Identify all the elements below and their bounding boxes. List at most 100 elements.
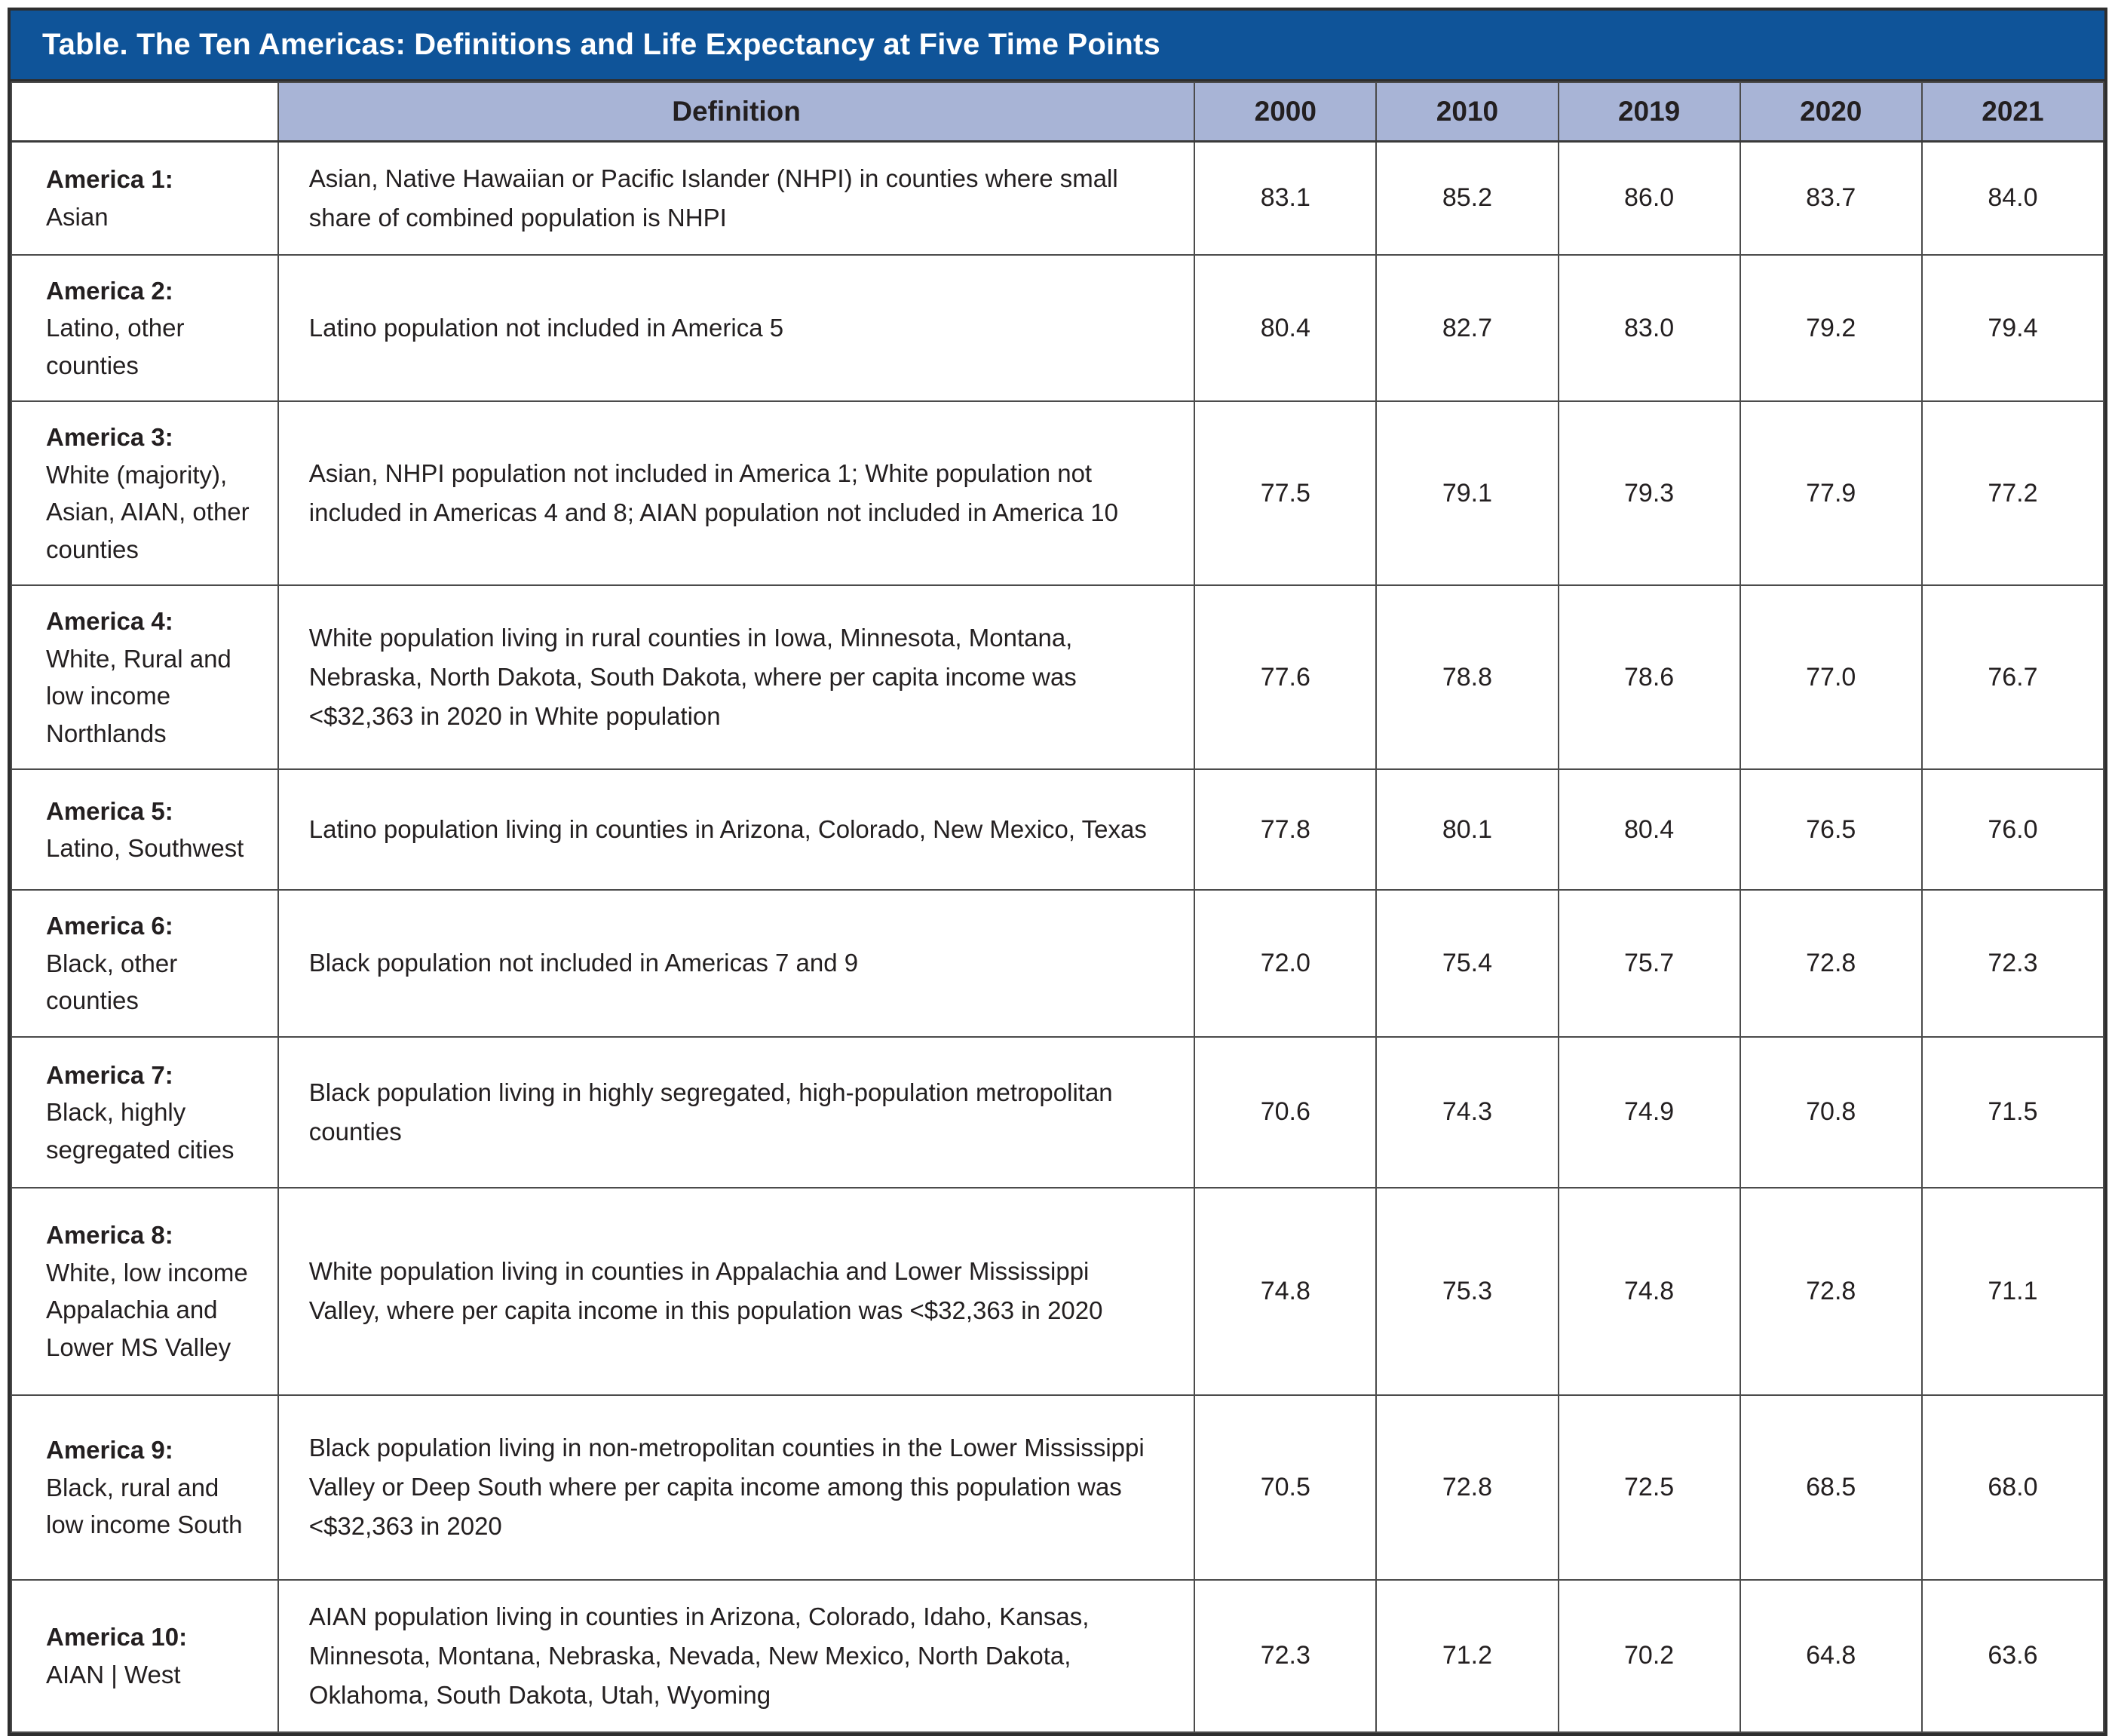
- life-expectancy-table: Definition 2000 2010 2019 2020 2021 Amer…: [11, 81, 2105, 1734]
- america-number: America 4:: [46, 607, 173, 636]
- definition-text: AIAN population living in counties in Ar…: [277, 1578, 1196, 1734]
- america-group: White, low income Appalachia and Lower M…: [46, 1258, 248, 1361]
- america-number: America 7:: [46, 1060, 173, 1089]
- america-number: America 9:: [46, 1436, 173, 1464]
- table-row-america-7: America 7: Black, highly segregated citi…: [11, 1035, 2105, 1189]
- header-definition: Definition: [277, 81, 1196, 143]
- header-corner-cell: [11, 81, 279, 143]
- value-2019: 83.0: [1557, 253, 1741, 403]
- definition-text: Black population not included in America…: [277, 889, 1196, 1038]
- value-2020: 72.8: [1739, 889, 1923, 1038]
- america-name: America 8: White, low income Appalachia …: [11, 1186, 279, 1396]
- definition-text: White population living in counties in A…: [277, 1186, 1196, 1396]
- value-2019: 80.4: [1557, 768, 1741, 891]
- value-2010: 72.8: [1375, 1394, 1559, 1581]
- value-2021: 79.4: [1920, 253, 2105, 403]
- value-2021: 76.0: [1920, 768, 2105, 891]
- value-2000: 77.6: [1194, 584, 1378, 771]
- table-row-america-4: America 4: White, Rural and low income N…: [11, 584, 2105, 771]
- definition-text: Asian, Native Hawaiian or Pacific Island…: [277, 140, 1196, 256]
- value-2010: 78.8: [1375, 584, 1559, 771]
- value-2019: 74.8: [1557, 1186, 1741, 1396]
- ten-americas-table: Table. The Ten Americas: Definitions and…: [8, 8, 2107, 1736]
- america-name: America 3: White (majority), Asian, AIAN…: [11, 400, 279, 587]
- value-2020: 79.2: [1739, 253, 1923, 403]
- america-group: Black, other counties: [46, 949, 178, 1015]
- value-2010: 75.4: [1375, 889, 1559, 1038]
- table-row-america-10: America 10: AIAN | West AIAN population …: [11, 1578, 2105, 1734]
- america-group: Latino, Southwest: [46, 834, 244, 863]
- value-2020: 72.8: [1739, 1186, 1923, 1396]
- america-number: America 3:: [46, 423, 173, 452]
- america-name: America 1: Asian: [11, 140, 279, 256]
- america-number: America 5:: [46, 796, 173, 825]
- definition-text: Latino population living in counties in …: [277, 768, 1196, 891]
- table-row-america-5: America 5: Latino, Southwest Latino popu…: [11, 768, 2105, 891]
- value-2020: 77.0: [1739, 584, 1923, 771]
- header-row: Definition 2000 2010 2019 2020 2021: [11, 81, 2105, 143]
- value-2021: 68.0: [1920, 1394, 2105, 1581]
- america-number: America 1:: [46, 165, 173, 194]
- value-2000: 80.4: [1194, 253, 1378, 403]
- america-number: America 6:: [46, 912, 173, 940]
- value-2020: 68.5: [1739, 1394, 1923, 1581]
- america-name: America 4: White, Rural and low income N…: [11, 584, 279, 771]
- value-2000: 72.0: [1194, 889, 1378, 1038]
- value-2000: 83.1: [1194, 140, 1378, 256]
- table-row-america-9: America 9: Black, rural and low income S…: [11, 1394, 2105, 1581]
- value-2019: 79.3: [1557, 400, 1741, 587]
- value-2019: 86.0: [1557, 140, 1741, 256]
- value-2010: 82.7: [1375, 253, 1559, 403]
- value-2021: 76.7: [1920, 584, 2105, 771]
- definition-text: Asian, NHPI population not included in A…: [277, 400, 1196, 587]
- value-2020: 76.5: [1739, 768, 1923, 891]
- america-group: AIAN | West: [46, 1660, 181, 1688]
- value-2019: 78.6: [1557, 584, 1741, 771]
- value-2000: 70.6: [1194, 1035, 1378, 1189]
- table-row-america-3: America 3: White (majority), Asian, AIAN…: [11, 400, 2105, 587]
- value-2019: 72.5: [1557, 1394, 1741, 1581]
- definition-text: White population living in rural countie…: [277, 584, 1196, 771]
- value-2000: 77.8: [1194, 768, 1378, 891]
- value-2021: 72.3: [1920, 889, 2105, 1038]
- value-2010: 71.2: [1375, 1578, 1559, 1734]
- value-2000: 70.5: [1194, 1394, 1378, 1581]
- table-row-america-6: America 6: Black, other counties Black p…: [11, 889, 2105, 1038]
- america-group: White (majority), Asian, AIAN, other cou…: [46, 460, 250, 563]
- header-year-2021: 2021: [1920, 81, 2105, 143]
- value-2010: 75.3: [1375, 1186, 1559, 1396]
- america-group: Black, rural and low income South: [46, 1473, 243, 1539]
- header-year-2000: 2000: [1194, 81, 1378, 143]
- header-year-2010: 2010: [1375, 81, 1559, 143]
- value-2019: 70.2: [1557, 1578, 1741, 1734]
- value-2019: 74.9: [1557, 1035, 1741, 1189]
- value-2020: 64.8: [1739, 1578, 1923, 1734]
- value-2010: 85.2: [1375, 140, 1559, 256]
- america-number: America 8:: [46, 1221, 173, 1250]
- america-name: America 7: Black, highly segregated citi…: [11, 1035, 279, 1189]
- america-name: America 2: Latino, other counties: [11, 253, 279, 403]
- definition-text: Black population living in non-metropoli…: [277, 1394, 1196, 1581]
- america-group: Black, highly segregated cities: [46, 1098, 234, 1164]
- table-row-america-2: America 2: Latino, other counties Latino…: [11, 253, 2105, 403]
- america-group: White, Rural and low income Northlands: [46, 644, 231, 747]
- america-group: Asian: [46, 202, 109, 231]
- table-row-america-1: America 1: Asian Asian, Native Hawaiian …: [11, 140, 2105, 256]
- table-row-america-8: America 8: White, low income Appalachia …: [11, 1186, 2105, 1396]
- value-2010: 80.1: [1375, 768, 1559, 891]
- value-2021: 84.0: [1920, 140, 2105, 256]
- definition-text: Black population living in highly segreg…: [277, 1035, 1196, 1189]
- america-name: America 6: Black, other counties: [11, 889, 279, 1038]
- value-2010: 74.3: [1375, 1035, 1559, 1189]
- value-2021: 77.2: [1920, 400, 2105, 587]
- america-name: America 10: AIAN | West: [11, 1578, 279, 1734]
- america-number: America 2:: [46, 276, 173, 305]
- america-name: America 5: Latino, Southwest: [11, 768, 279, 891]
- value-2010: 79.1: [1375, 400, 1559, 587]
- value-2020: 83.7: [1739, 140, 1923, 256]
- america-group: Latino, other counties: [46, 314, 185, 379]
- value-2000: 72.3: [1194, 1578, 1378, 1734]
- value-2021: 71.1: [1920, 1186, 2105, 1396]
- header-year-2019: 2019: [1557, 81, 1741, 143]
- america-name: America 9: Black, rural and low income S…: [11, 1394, 279, 1581]
